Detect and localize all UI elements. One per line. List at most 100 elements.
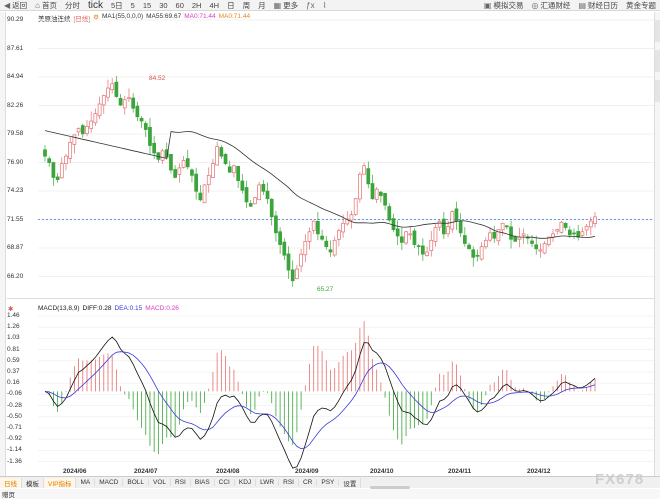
candle-up: [97, 103, 102, 117]
sim-trade-button[interactable]: ▣ 模拟交易: [483, 0, 524, 10]
news-icon: ◎: [531, 0, 539, 10]
period-month[interactable]: 月: [258, 0, 266, 10]
side-tab[interactable]: [655, 80, 660, 102]
candle-down: [400, 236, 404, 243]
close-pane-icon[interactable]: ✱: [8, 306, 14, 313]
price-tick-label: 76.90: [7, 158, 24, 166]
candle-up: [160, 150, 165, 161]
ma55-line: [44, 130, 596, 239]
candle-down: [320, 235, 324, 240]
period-30[interactable]: 30: [159, 0, 168, 10]
back-button[interactable]: ◀ 返回: [4, 0, 28, 10]
candle-down: [282, 241, 287, 256]
candle-up: [496, 229, 501, 242]
candle-up: [59, 163, 64, 179]
candle-up: [253, 197, 257, 205]
candle-up: [488, 232, 492, 241]
gold-topic-button[interactable]: 黄金专题: [626, 0, 656, 10]
horizontal-scrollbar[interactable]: [370, 486, 410, 489]
tab-settings[interactable]: 设置: [339, 477, 362, 488]
tab-lwr[interactable]: LWR: [256, 479, 280, 486]
candle-down: [173, 169, 178, 178]
indicator-button[interactable]: ⌇: [319, 1, 331, 10]
candle-up: [72, 134, 77, 145]
tab-bias[interactable]: BIAS: [191, 479, 215, 486]
home-button[interactable]: ⌂ 首页: [35, 0, 57, 10]
tab-fenshi[interactable]: 分时: [65, 0, 80, 10]
price-chart[interactable]: [0, 0, 660, 476]
tab-tick[interactable]: tick: [88, 0, 103, 11]
tab-macd[interactable]: MACD: [95, 479, 124, 486]
tab-rsi[interactable]: RSI: [171, 479, 191, 486]
candle-up: [593, 216, 597, 224]
candle-up: [106, 87, 110, 98]
candle-down: [278, 231, 282, 245]
calendar-button[interactable]: ▤ 财经日历: [578, 0, 618, 10]
candle-down: [370, 183, 375, 200]
tab-template[interactable]: 模板: [22, 477, 44, 488]
candle-down: [227, 166, 232, 173]
candle-down: [366, 168, 371, 185]
candle-up: [546, 236, 551, 245]
candle-down: [324, 240, 329, 248]
grid-icon: ▦: [273, 0, 282, 10]
period-15[interactable]: 15: [142, 0, 152, 10]
candle-down: [240, 180, 245, 191]
period-2h[interactable]: 2H: [191, 0, 202, 10]
tab-psy[interactable]: PSY: [317, 479, 340, 486]
tab-5day[interactable]: 5日: [111, 0, 123, 10]
candle-down: [534, 244, 539, 250]
period-5[interactable]: 5: [130, 0, 135, 10]
candle-up: [446, 226, 450, 235]
more-button[interactable]: ▦ 更多: [273, 0, 299, 10]
tab-cr[interactable]: CR: [299, 479, 318, 486]
candle-down: [509, 226, 513, 240]
candle-up: [437, 220, 442, 228]
ma55-value: MA55:69.67: [146, 13, 182, 20]
candle-up: [257, 184, 261, 201]
candle-up: [584, 226, 589, 231]
candle-up: [551, 233, 555, 238]
tab-vol[interactable]: VOL: [149, 479, 172, 486]
macd-value: MACD:0.26: [145, 305, 179, 312]
period-4h[interactable]: 4H: [209, 0, 220, 10]
tab-kdj[interactable]: KDJ: [235, 479, 257, 486]
candle-up: [353, 198, 358, 215]
left-side-panel: [0, 12, 6, 477]
candle-down: [576, 231, 581, 238]
candle-up: [85, 126, 89, 134]
candle-down: [139, 117, 144, 122]
side-tab[interactable]: [655, 50, 660, 72]
candle-up: [358, 173, 362, 200]
function-button[interactable]: ƒx: [302, 1, 318, 10]
candle-down: [316, 220, 320, 235]
tab-boll[interactable]: BOLL: [123, 479, 149, 486]
period-day[interactable]: 日: [227, 0, 235, 10]
candle-up: [127, 97, 131, 100]
period-60[interactable]: 60: [175, 0, 184, 10]
period-week[interactable]: 周: [242, 0, 251, 10]
settings-icon[interactable]: ⚙: [93, 14, 99, 21]
tab-cci[interactable]: CCI: [215, 479, 235, 486]
time-tick-label: 2024/08: [216, 468, 240, 475]
price-tick-label: 82.26: [7, 101, 24, 109]
huitong-button[interactable]: ◎ 汇通财经: [531, 0, 571, 10]
diff-line: [44, 336, 596, 469]
candle-down: [504, 225, 509, 228]
time-tick-label: 2024/07: [134, 468, 158, 475]
top-toolbar: ◀ 返回 ⌂ 首页 分时 tick 5日 5 15 30 60 2H 4H 日 …: [0, 0, 660, 11]
candle-up: [202, 184, 207, 204]
price-tick-label: 66.20: [7, 272, 24, 280]
watermark-logo: FX678: [595, 471, 645, 488]
macd-tick-label: -0.71: [7, 424, 22, 431]
candle-up: [206, 174, 211, 186]
pane-divider[interactable]: [7, 298, 654, 299]
candle-down: [530, 240, 534, 244]
tab-daily[interactable]: 日线: [0, 477, 22, 488]
tab-ma[interactable]: MA: [76, 479, 96, 486]
candle-up: [64, 155, 68, 164]
calendar-icon: ▤: [578, 0, 586, 10]
tab-vip[interactable]: VIP指标: [44, 477, 77, 488]
side-tab[interactable]: [655, 20, 660, 42]
tab-rsi-2[interactable]: RSI: [279, 479, 299, 486]
